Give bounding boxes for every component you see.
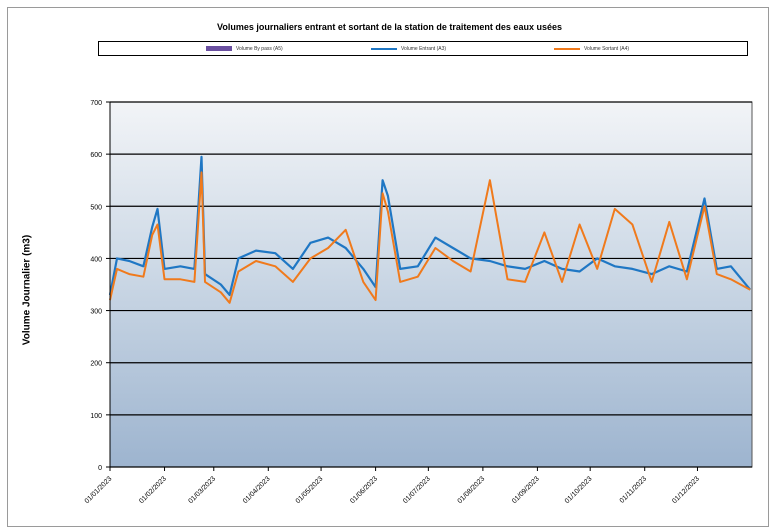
x-tick-label: 01/10/2023 <box>564 475 594 505</box>
legend-label-sortant: Volume Sortant (A4) <box>584 46 630 52</box>
legend-label-entrant: Volume Entrant (A3) <box>401 46 447 52</box>
plot-area <box>109 101 753 468</box>
y-tick-label: 400 <box>90 256 102 263</box>
x-tick-label: 01/09/2023 <box>511 475 541 505</box>
series-line-sortant <box>109 171 751 304</box>
y-tick-label: 0 <box>98 465 102 472</box>
y-tick-label: 200 <box>90 361 102 368</box>
series-line-entrant <box>108 155 752 296</box>
x-tick-label: 01/12/2023 <box>671 475 701 505</box>
legend-swatch-bypass <box>206 46 232 51</box>
y-tick-label: 600 <box>90 152 102 159</box>
y-tick-label: 300 <box>90 309 102 316</box>
chart-title: Volumes journaliers entrant et sortant d… <box>217 22 562 32</box>
x-tick-label: 01/02/2023 <box>138 475 168 505</box>
y-tick-label: 100 <box>90 413 102 420</box>
x-tick-label: 01/03/2023 <box>187 475 217 505</box>
x-tick-label: 01/08/2023 <box>457 475 487 505</box>
x-tick-label: 01/11/2023 <box>619 475 648 504</box>
legend-label-bypass: Volume By pass (A5) <box>236 46 283 52</box>
x-tick-label: 01/01/2023 <box>84 475 114 505</box>
chart-legend: Volume By pass (A5) Volume Entrant (A3) … <box>98 41 748 56</box>
y-tick-label: 500 <box>90 204 102 211</box>
x-tick-label: 01/07/2023 <box>402 475 432 505</box>
x-tick-label: 01/06/2023 <box>349 475 379 505</box>
legend-swatch-sortant <box>554 48 580 50</box>
x-tick-label: 01/05/2023 <box>295 475 325 505</box>
x-tick-label: 01/04/2023 <box>242 475 272 505</box>
y-tick-label: 700 <box>90 100 102 107</box>
legend-swatch-entrant <box>371 48 397 50</box>
